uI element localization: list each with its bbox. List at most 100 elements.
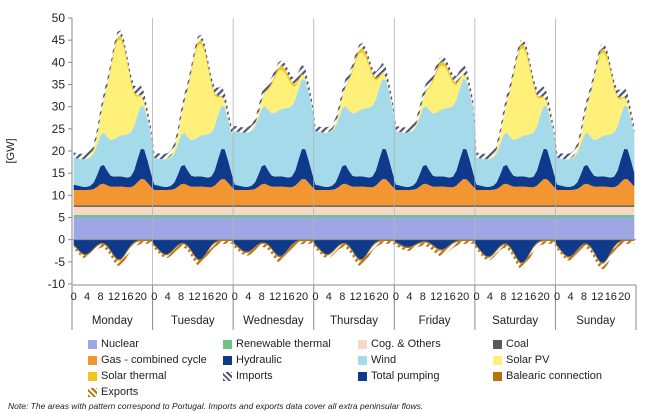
legend-label: Hydraulic [236, 354, 282, 366]
x-day-label: Saturday [492, 315, 538, 327]
x-hour-label: 12 [188, 291, 200, 303]
legend-item-renewable-thermal: Renewable thermal [223, 337, 331, 351]
legend-item-cog-others: Cog. & Others [358, 337, 441, 351]
x-hour-label: 16 [524, 291, 536, 303]
area-hydraulic [73, 148, 635, 191]
area-exports [73, 241, 635, 269]
x-hour-label: 0 [393, 291, 399, 303]
legend-swatch [223, 371, 232, 381]
legend-item-total-pumping: Total pumping [358, 369, 440, 383]
area-renewable-thermal [73, 214, 635, 218]
x-hour-label: 20 [215, 291, 227, 303]
x-hour-label: 4 [567, 291, 573, 303]
area-nuclear [73, 217, 635, 240]
y-tick-label: 25 [52, 122, 66, 136]
legend-label: Nuclear [101, 338, 139, 350]
x-hour-label: 0 [71, 291, 77, 303]
x-hour-label: 4 [245, 291, 251, 303]
x-hour-label: 4 [84, 291, 90, 303]
x-hour-label: 4 [406, 291, 412, 303]
legend-item-balearic-connection: Balearic connection [493, 369, 602, 383]
x-day-label: Wednesday [243, 315, 304, 327]
legend-swatch [88, 387, 97, 397]
legend-label: Imports [236, 370, 273, 382]
area-coal [73, 205, 635, 207]
y-tick-label: -10 [48, 277, 66, 291]
x-hour-label: 20 [296, 291, 308, 303]
legend-item-coal: Coal [493, 337, 529, 351]
x-hour-label: 16 [363, 291, 375, 303]
x-hour-label: 20 [376, 291, 388, 303]
x-hour-label: 20 [457, 291, 469, 303]
y-tick-label: 30 [52, 100, 66, 114]
x-day-label: Sunday [576, 315, 615, 327]
legend-label: Solar thermal [101, 370, 167, 382]
y-axis-label: [GW] [5, 138, 17, 163]
x-hour-label: 20 [538, 291, 550, 303]
area-gas-combined-cycle [73, 179, 635, 206]
x-hour-label: 0 [312, 291, 318, 303]
legend-item-gas-combined-cycle: Gas - combined cycle [88, 353, 207, 367]
y-tick-label: -5 [54, 255, 65, 269]
x-hour-label: 8 [500, 291, 506, 303]
x-hour-label: 16 [121, 291, 133, 303]
legend-label: Balearic connection [506, 370, 603, 382]
y-tick-label: 10 [52, 188, 66, 202]
area-wind [73, 78, 635, 187]
x-hour-label: 16 [202, 291, 214, 303]
footnote: Note: The areas with pattern correspond … [8, 401, 424, 411]
x-hour-label: 20 [135, 291, 147, 303]
y-tick-label: 50 [52, 11, 66, 25]
x-day-label: Friday [419, 315, 451, 327]
x-hour-label: 8 [581, 291, 587, 303]
legend-item-solar-pv: Solar PV [493, 353, 549, 367]
y-tick-label: 5 [58, 211, 65, 225]
area-layer [73, 30, 635, 269]
x-hour-label: 12 [350, 291, 362, 303]
y-tick-label: 35 [52, 78, 66, 92]
x-hour-label: 8 [420, 291, 426, 303]
legend-item-solar-thermal: Solar thermal [88, 369, 166, 383]
legend-label: Wind [371, 354, 397, 366]
legend-label: Coal [506, 338, 529, 350]
legend-swatch [223, 355, 232, 365]
legend-label: Exports [101, 386, 139, 398]
x-hour-label: 0 [473, 291, 479, 303]
x-hour-label: 12 [430, 291, 442, 303]
legend-item-exports: Exports [88, 385, 138, 399]
x-hour-label: 4 [487, 291, 493, 303]
legend-swatch [493, 355, 502, 365]
legend-item-hydraulic: Hydraulic [223, 353, 282, 367]
area-cog-others [73, 206, 635, 215]
x-day-label: Tuesday [171, 315, 215, 327]
legend-swatch [358, 355, 367, 365]
legend-swatch [88, 339, 97, 349]
area-imports [73, 30, 635, 160]
x-hour-label: 12 [511, 291, 523, 303]
x-hour-label: 16 [444, 291, 456, 303]
x-hour-label: 12 [591, 291, 603, 303]
legend-swatch [88, 371, 97, 381]
legend-swatch [88, 355, 97, 365]
x-hour-label: 0 [232, 291, 238, 303]
legend-swatch [358, 339, 367, 349]
legend-label: Total pumping [371, 370, 440, 382]
x-hour-label: 8 [97, 291, 103, 303]
legend-swatch [223, 339, 232, 349]
x-hour-label: 4 [165, 291, 171, 303]
x-hour-label: 8 [178, 291, 184, 303]
legend-label: Gas - combined cycle [101, 354, 207, 366]
legend-swatch [493, 339, 502, 349]
legend-label: Solar PV [506, 354, 550, 366]
x-day-label: Thursday [330, 315, 378, 327]
x-hour-label: 8 [259, 291, 265, 303]
legend-item-nuclear: Nuclear [88, 337, 139, 351]
area-solar-pv [73, 39, 635, 160]
x-hour-label: 12 [108, 291, 120, 303]
x-hour-label: 0 [151, 291, 157, 303]
legend-item-imports: Imports [223, 369, 273, 383]
legend-item-wind: Wind [358, 353, 396, 367]
x-hour-label: 8 [339, 291, 345, 303]
